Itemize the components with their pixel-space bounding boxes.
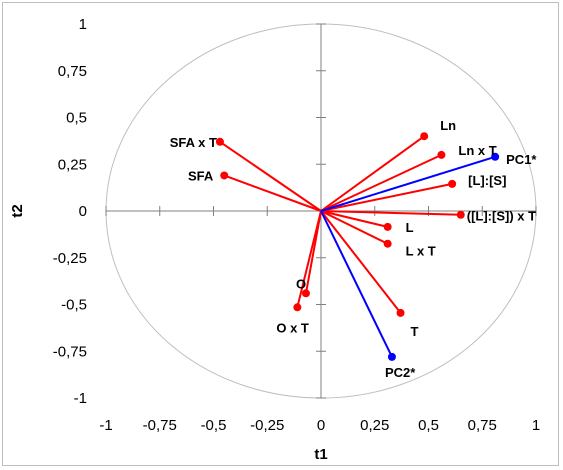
loading-point xyxy=(420,132,429,141)
loading-points-layer xyxy=(215,132,500,361)
y-tick-label: -0,75 xyxy=(53,343,87,360)
loading-vector xyxy=(320,210,402,314)
loading-vector xyxy=(320,210,388,228)
loading-point xyxy=(456,210,465,219)
loading-vector xyxy=(320,210,393,358)
point-label: Ln xyxy=(440,118,456,133)
x-tick-label: 0,75 xyxy=(468,417,497,434)
loading-point xyxy=(293,303,302,312)
loading-point xyxy=(220,171,229,180)
point-label: O x T xyxy=(276,320,309,335)
loading-vector xyxy=(320,153,442,212)
point-label: Ln x T xyxy=(458,143,496,158)
y-tick-label: 0,25 xyxy=(58,156,87,173)
loading-point xyxy=(448,179,457,188)
loading-vector xyxy=(296,210,322,308)
point-label: SFA xyxy=(188,168,214,183)
y-tick-label: 1 xyxy=(79,16,87,33)
y-tick-label: 0,5 xyxy=(66,110,87,127)
loading-point xyxy=(396,308,405,317)
loading-vector xyxy=(223,174,322,212)
tick-labels-layer: -1 -0,75 -0,5 -0,25 0 0,25 0,5 0,75 1 1 0,75 0,5 0,2… xyxy=(53,16,540,434)
x-tick-label: 0,5 xyxy=(418,417,439,434)
point-label: L xyxy=(406,220,414,235)
loading-vector xyxy=(320,210,461,216)
point-label: PC2* xyxy=(385,365,416,380)
y-tick-label: 0,75 xyxy=(58,63,87,80)
point-label: O xyxy=(296,276,306,291)
point-label: T xyxy=(411,324,419,339)
x-tick-label: 0 xyxy=(317,417,325,434)
point-label: SFA x T xyxy=(170,135,217,150)
x-axis-title: t1 xyxy=(314,446,327,463)
x-tick-label: -0,25 xyxy=(250,417,284,434)
loading-point xyxy=(387,352,396,361)
point-label: L x T xyxy=(406,244,436,259)
x-tick-label: 1 xyxy=(532,417,540,434)
loading-point xyxy=(437,150,446,159)
loading-point xyxy=(383,222,392,231)
x-tick-label: 0,25 xyxy=(360,417,389,434)
point-label: PC1* xyxy=(506,152,537,167)
loading-point xyxy=(301,289,310,298)
loading-point xyxy=(383,239,392,248)
y-tick-label: -0,25 xyxy=(53,250,87,267)
loading-point xyxy=(491,152,500,161)
y-tick-label: -1 xyxy=(74,390,87,407)
loading-vector xyxy=(320,135,425,212)
loading-point xyxy=(215,137,224,146)
x-tick-label: -1 xyxy=(99,417,112,434)
point-label: [L]:[S] xyxy=(468,173,506,188)
loading-vector xyxy=(320,182,453,212)
loading-vector xyxy=(320,210,389,245)
loading-vectors-layer xyxy=(219,135,496,358)
x-tick-label: -0,75 xyxy=(143,417,177,434)
loading-vector xyxy=(320,155,496,212)
loading-vector xyxy=(219,140,322,212)
point-label: ([L]:[S]) x T xyxy=(467,209,536,224)
chart-frame xyxy=(2,2,559,466)
y-tick-label: -0,5 xyxy=(61,297,87,314)
x-tick-label: -0,5 xyxy=(201,417,227,434)
y-tick-label: 0 xyxy=(79,203,87,220)
y-axis-title: t2 xyxy=(9,204,26,217)
